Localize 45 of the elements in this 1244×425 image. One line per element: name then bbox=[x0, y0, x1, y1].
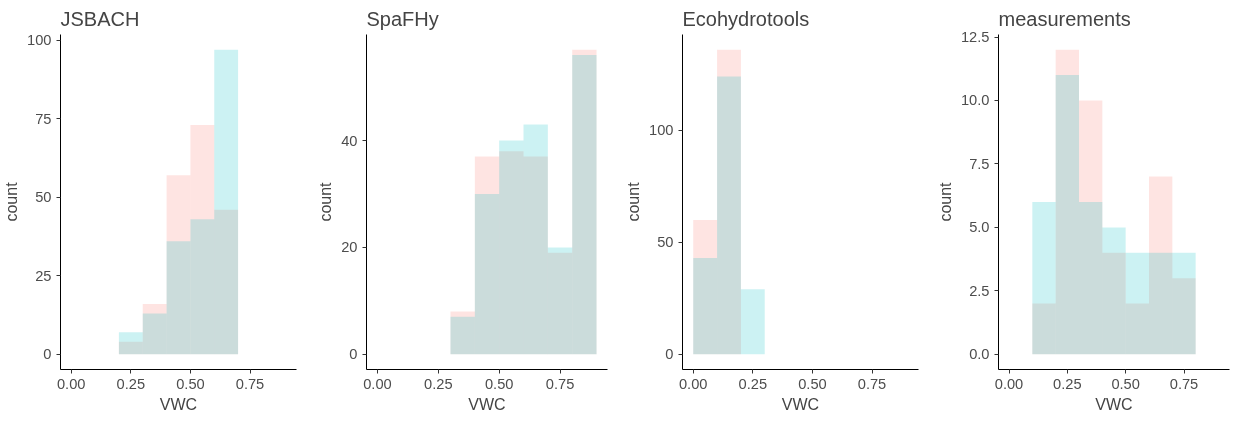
y-tick-label: 2.5 bbox=[969, 282, 990, 299]
y-tick-label: 0 bbox=[349, 346, 358, 363]
x-axis-title: VWC bbox=[159, 395, 198, 413]
y-tick-label: 12.5 bbox=[960, 29, 990, 46]
y-tick-label: 10.0 bbox=[960, 92, 990, 109]
y-tick-label: 7.5 bbox=[969, 155, 990, 172]
y-tick-label: 50 bbox=[657, 234, 674, 251]
x-tick-label: 0.25 bbox=[424, 375, 453, 392]
chart-title: Ecohydrotools bbox=[682, 7, 810, 30]
y-tick-label: 100 bbox=[649, 122, 674, 139]
chart-title: measurements bbox=[998, 7, 1131, 30]
chart-title: SpaFHy bbox=[366, 7, 439, 30]
x-tick-label: 0.75 bbox=[857, 375, 887, 392]
y-tick-label: 40 bbox=[341, 132, 358, 149]
x-tick-label: 0.25 bbox=[738, 375, 768, 392]
x-tick-label: 0.75 bbox=[1169, 375, 1199, 392]
y-tick-label: 50 bbox=[35, 189, 52, 206]
x-tick-label: 0.50 bbox=[176, 375, 205, 392]
x-tick-label: 0.00 bbox=[678, 375, 708, 392]
y-axis-title: count bbox=[936, 181, 954, 222]
x-tick-label: 0.50 bbox=[484, 375, 514, 392]
y-tick-label: 25 bbox=[35, 267, 52, 284]
chart-title: JSBACH bbox=[60, 7, 140, 30]
y-tick-label: 0 bbox=[665, 346, 674, 363]
x-tick-label: 0.00 bbox=[994, 375, 1024, 392]
x-tick-label: 0.00 bbox=[56, 375, 86, 392]
y-tick-label: 0 bbox=[43, 346, 52, 363]
y-tick-label: 75 bbox=[35, 110, 52, 127]
y-axis-title: count bbox=[317, 181, 335, 222]
x-axis-title: VWC bbox=[781, 395, 820, 413]
y-tick-label: 20 bbox=[341, 239, 358, 256]
y-tick-label: 0.0 bbox=[969, 346, 990, 363]
x-tick-label: 0.25 bbox=[116, 375, 146, 392]
x-tick-label: 0.50 bbox=[798, 375, 827, 392]
y-tick-label: 100 bbox=[27, 32, 52, 49]
x-tick-label: 0.75 bbox=[235, 375, 265, 392]
x-tick-label: 0.00 bbox=[363, 375, 392, 392]
y-tick-label: 5.0 bbox=[969, 219, 990, 236]
x-tick-label: 0.50 bbox=[1111, 375, 1140, 392]
y-axis-title: count bbox=[3, 181, 21, 222]
y-axis-title: count bbox=[625, 181, 643, 222]
x-axis-title: VWC bbox=[1095, 395, 1133, 413]
x-tick-label: 0.25 bbox=[1053, 375, 1082, 392]
x-axis-title: VWC bbox=[468, 395, 506, 413]
x-tick-label: 0.75 bbox=[545, 375, 575, 392]
